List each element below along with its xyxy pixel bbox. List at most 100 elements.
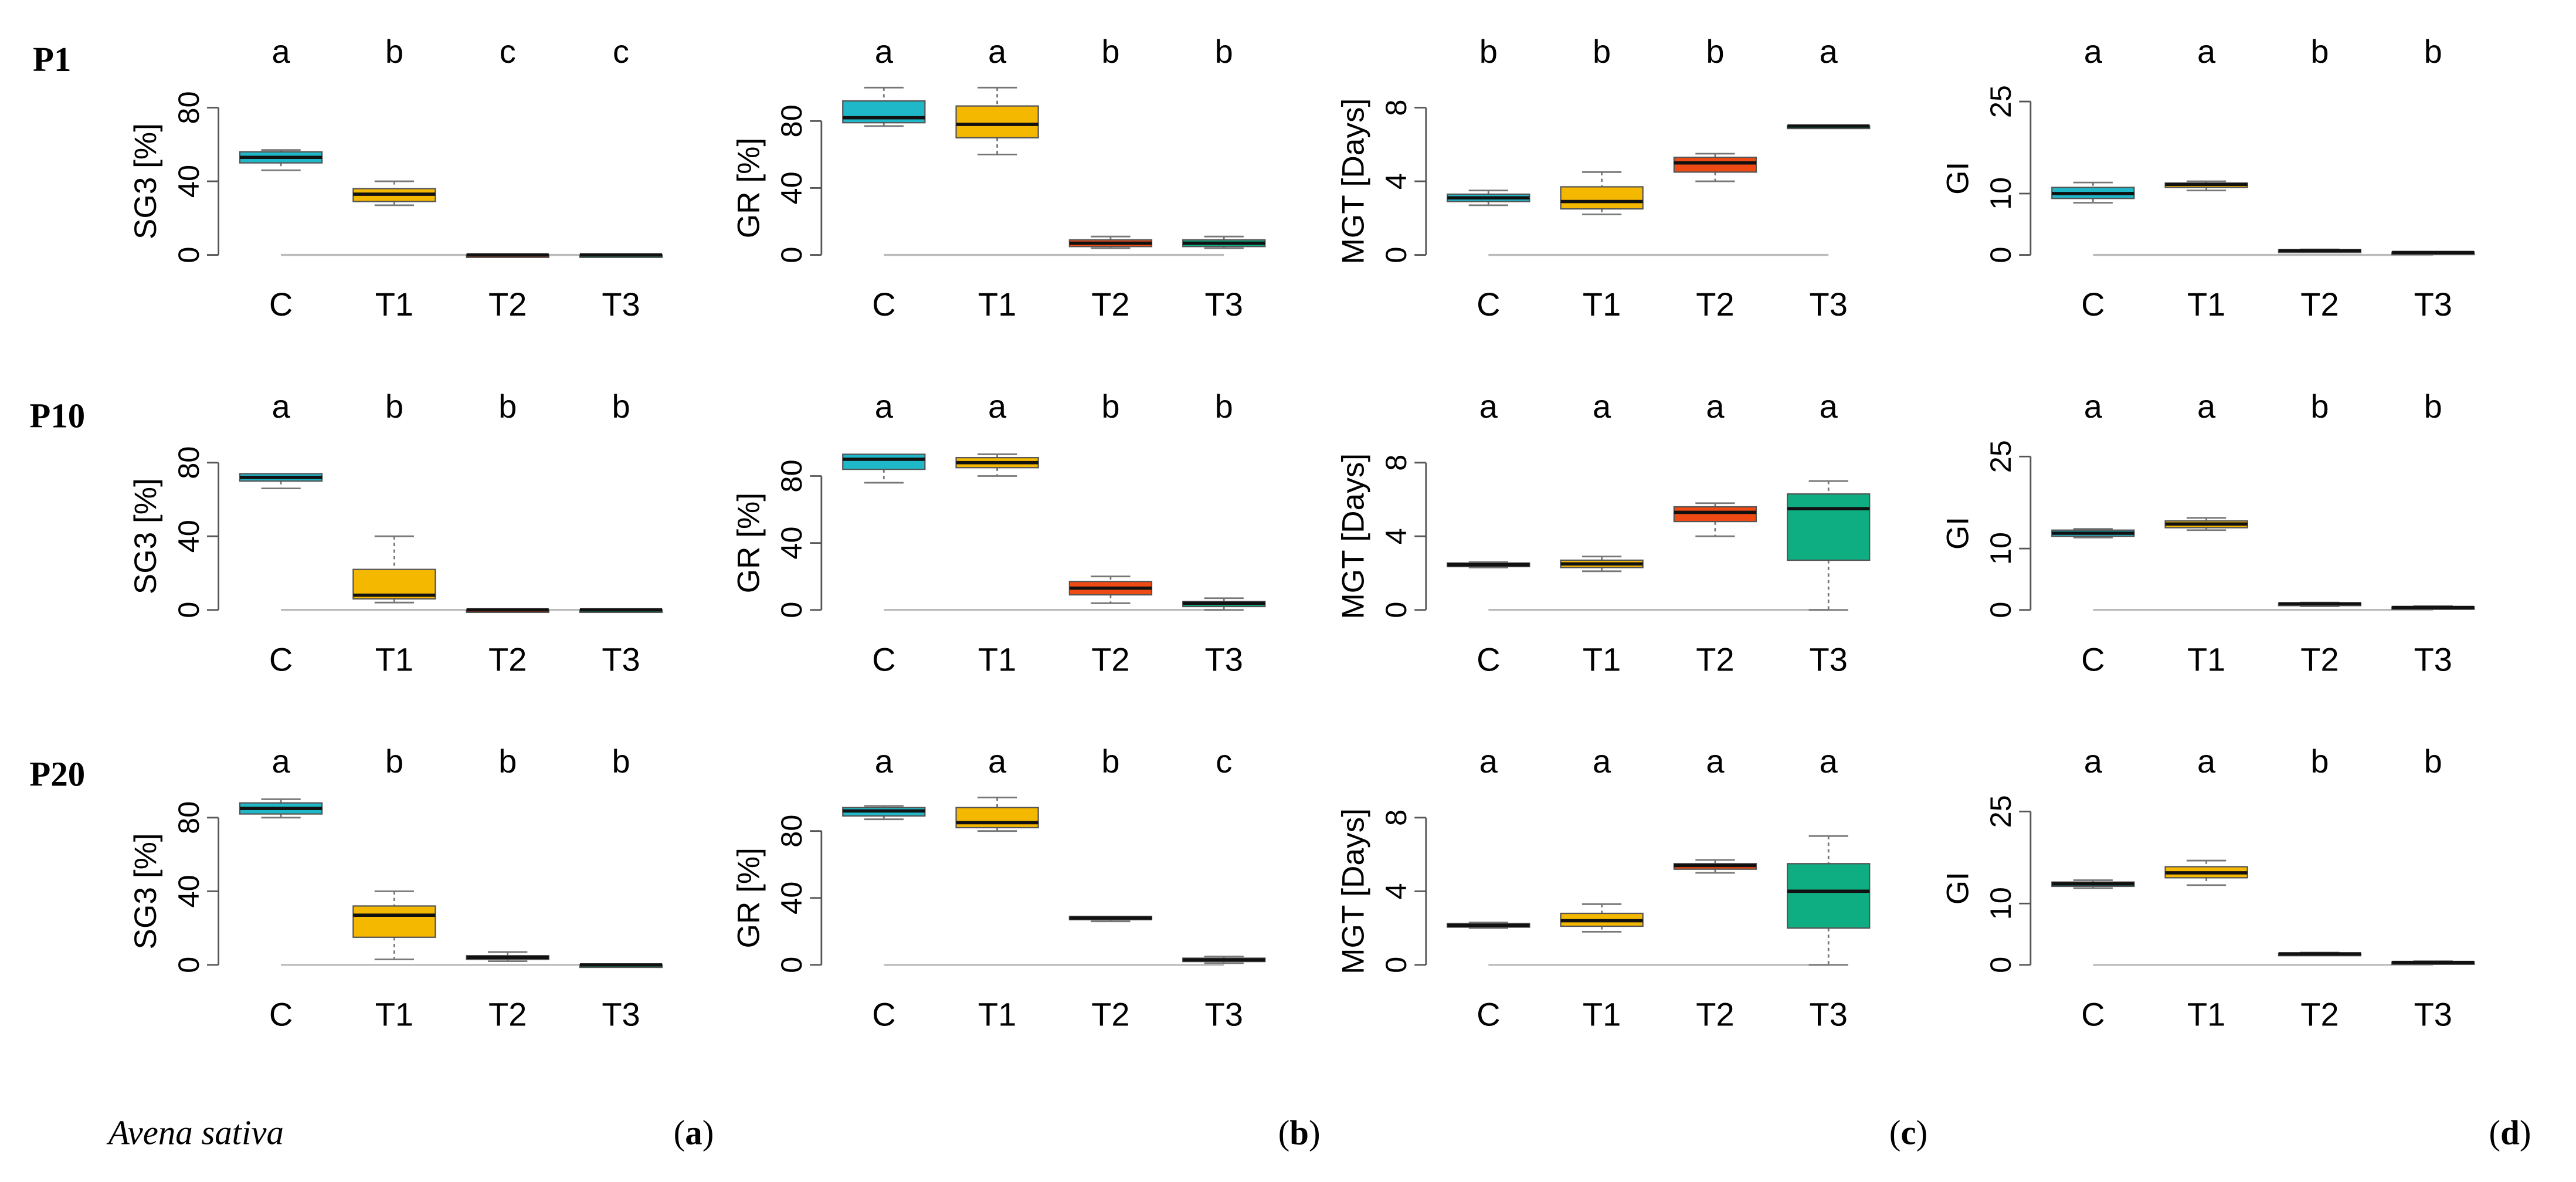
category-label: C bbox=[872, 641, 895, 678]
category-label: T1 bbox=[1583, 286, 1621, 323]
category-label: T1 bbox=[1583, 996, 1621, 1033]
panel-label-d-letter: d bbox=[2500, 1113, 2520, 1151]
significance-letter: b bbox=[2310, 743, 2329, 780]
category-label: T3 bbox=[602, 286, 640, 323]
boxplot-panel-p20-3: 0 4 8 MGT [Days] a Ca T1 a T2 a T3 bbox=[1336, 743, 1871, 1033]
boxplot-panel-p20-1: 0 40 80 SG3 [%] a Cb T1 b T2 b T3 bbox=[128, 743, 663, 1033]
y-tick-label: 25 bbox=[1984, 795, 2017, 828]
y-tick-label: 0 bbox=[775, 247, 808, 263]
y-axis-label: GI bbox=[1940, 162, 1975, 195]
significance-letter: b bbox=[1101, 743, 1119, 780]
boxplot-panel-p20-4: 0 10 25 GI a Ca T1 b T2 b T3 bbox=[1940, 743, 2475, 1033]
significance-letter: a bbox=[875, 388, 894, 425]
significance-letter: a bbox=[1706, 743, 1725, 780]
category-label: T2 bbox=[1696, 996, 1734, 1033]
y-tick-label: 10 bbox=[1984, 887, 2017, 920]
category-label: T1 bbox=[978, 996, 1016, 1033]
significance-letter: b bbox=[498, 388, 517, 425]
significance-letter: a bbox=[1593, 743, 1611, 780]
category-label: C bbox=[872, 996, 895, 1033]
category-label: T1 bbox=[2187, 286, 2225, 323]
box-t1 bbox=[955, 807, 1039, 829]
panel-label-b-close: ) bbox=[1309, 1113, 1321, 1151]
category-label: T3 bbox=[1205, 996, 1243, 1033]
significance-letter: b bbox=[612, 743, 630, 780]
category-label: T3 bbox=[1205, 286, 1243, 323]
significance-letter: b bbox=[2424, 33, 2442, 70]
box-t3 bbox=[1787, 863, 1871, 929]
category-label: C bbox=[1477, 286, 1500, 323]
significance-letter: a bbox=[1820, 33, 1838, 70]
y-tick-label: 4 bbox=[1379, 173, 1413, 189]
significance-letter: b bbox=[385, 33, 403, 70]
significance-letter: a bbox=[2197, 33, 2216, 70]
boxplot-panel-p1-2: 0 40 80 GR [%] a Ca T1 b T2 b T3 bbox=[731, 33, 1266, 323]
category-label: T3 bbox=[1810, 641, 1848, 678]
y-tick-label: 80 bbox=[172, 446, 205, 479]
panel-label-b-letter: b bbox=[1289, 1113, 1309, 1151]
significance-letter: b bbox=[2424, 388, 2442, 425]
y-tick-label: 8 bbox=[1379, 455, 1413, 471]
boxplot-panel-p10-3: 0 4 8 MGT [Days] a Ca T1 a T2 a T3 bbox=[1336, 388, 1871, 678]
y-axis-label: GR [%] bbox=[731, 138, 766, 239]
significance-letter: a bbox=[2084, 388, 2103, 425]
significance-letter: c bbox=[613, 33, 629, 70]
significance-letter: a bbox=[875, 33, 894, 70]
row-label-p10: P10 bbox=[29, 397, 85, 435]
category-label: C bbox=[872, 286, 895, 323]
category-label: C bbox=[2081, 996, 2105, 1033]
category-label: T3 bbox=[2414, 996, 2452, 1033]
y-tick-label: 8 bbox=[1379, 100, 1413, 116]
category-label: T3 bbox=[2414, 286, 2452, 323]
significance-letter: a bbox=[2197, 388, 2216, 425]
box-t3 bbox=[1787, 493, 1871, 561]
boxplot-panel-p1-3: 0 4 8 MGT [Days] b Cb T1 b T2 a T3 bbox=[1336, 33, 1871, 323]
significance-letter: a bbox=[2084, 33, 2103, 70]
y-axis-label: SG3 [%] bbox=[128, 478, 163, 594]
boxplot-panel-p10-1: 0 40 80 SG3 [%] a Cb T1 b T2 b T3 bbox=[128, 388, 663, 678]
y-tick-label: 0 bbox=[1379, 247, 1413, 263]
category-label: T2 bbox=[1091, 286, 1129, 323]
y-axis-label: GR [%] bbox=[731, 848, 766, 949]
box-c bbox=[842, 453, 926, 470]
panel-label-b-open: ( bbox=[1278, 1113, 1290, 1151]
y-tick-label: 40 bbox=[775, 171, 808, 204]
panel-label-c: (c) bbox=[1889, 1113, 1927, 1151]
category-label: T2 bbox=[1696, 641, 1734, 678]
category-label: T2 bbox=[2300, 286, 2339, 323]
significance-letter: a bbox=[988, 743, 1007, 780]
y-tick-label: 0 bbox=[1379, 602, 1413, 618]
y-tick-label: 40 bbox=[775, 527, 808, 560]
significance-letter: b bbox=[498, 743, 517, 780]
category-label: T3 bbox=[602, 641, 640, 678]
category-label: C bbox=[269, 996, 293, 1033]
category-label: T1 bbox=[375, 641, 413, 678]
box-t1 bbox=[352, 905, 436, 938]
significance-letter: a bbox=[2084, 743, 2103, 780]
panel-label-d: (d) bbox=[2489, 1113, 2531, 1151]
boxplot-panel-p10-4: 0 10 25 GI a Ca T1 b T2 b T3 bbox=[1940, 388, 2475, 678]
category-label: T1 bbox=[375, 996, 413, 1033]
significance-letter: b bbox=[1215, 33, 1233, 70]
significance-letter: a bbox=[2197, 743, 2216, 780]
significance-letter: b bbox=[385, 743, 403, 780]
y-axis-label: SG3 [%] bbox=[128, 123, 163, 239]
y-axis-label: MGT [Days] bbox=[1336, 453, 1370, 619]
category-label: T2 bbox=[2300, 996, 2339, 1033]
y-tick-label: 0 bbox=[172, 602, 205, 618]
y-axis-label: GI bbox=[1940, 517, 1975, 550]
row-label-p20: P20 bbox=[29, 755, 85, 793]
significance-letter: b bbox=[385, 388, 403, 425]
category-label: T1 bbox=[375, 286, 413, 323]
species-caption: Avena sativa bbox=[106, 1113, 284, 1151]
category-label: T3 bbox=[1810, 996, 1848, 1033]
significance-letter: b bbox=[1593, 33, 1611, 70]
boxplot-panel-p1-1: 0 40 80 SG3 [%] a Cb T1 c T2 c T3 bbox=[128, 33, 663, 323]
boxplot-panel-p1-4: 0 10 25 GI a Ca T1 b T2 b T3 bbox=[1940, 33, 2475, 323]
y-tick-label: 10 bbox=[1984, 532, 2017, 565]
y-axis-label: SG3 [%] bbox=[128, 833, 163, 949]
row-label-p1: P1 bbox=[33, 40, 71, 79]
y-tick-label: 80 bbox=[172, 91, 205, 124]
y-tick-label: 0 bbox=[1984, 247, 2017, 263]
